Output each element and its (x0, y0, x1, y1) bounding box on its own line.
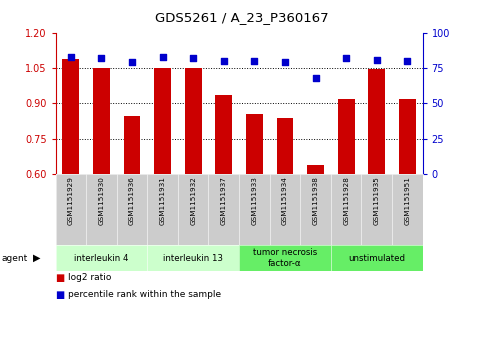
Text: tumor necrosis
factor-α: tumor necrosis factor-α (253, 248, 317, 268)
Bar (307, 165, 324, 174)
Text: GSM1151932: GSM1151932 (190, 176, 196, 225)
Text: GSM1151936: GSM1151936 (129, 176, 135, 225)
Text: GSM1151929: GSM1151929 (68, 176, 74, 225)
Bar (154, 68, 171, 174)
Point (281, 60, 289, 65)
Text: interleukin 13: interleukin 13 (163, 254, 223, 262)
Text: ■: ■ (56, 290, 65, 301)
Point (403, 58, 411, 64)
Text: percentile rank within the sample: percentile rank within the sample (68, 290, 221, 299)
Text: GSM1151930: GSM1151930 (99, 176, 104, 225)
Bar (369, 69, 385, 174)
Text: ▶: ▶ (33, 253, 41, 263)
Bar (215, 95, 232, 174)
Bar (93, 68, 110, 174)
Point (373, 57, 381, 62)
Text: GSM1151928: GSM1151928 (343, 176, 349, 225)
Point (342, 55, 350, 61)
Bar (399, 99, 416, 174)
Bar (246, 114, 263, 174)
Text: log2 ratio: log2 ratio (68, 273, 111, 282)
Text: agent: agent (1, 254, 28, 262)
Point (98, 55, 105, 61)
Text: GSM1151934: GSM1151934 (282, 176, 288, 225)
Point (312, 75, 319, 81)
Text: GSM1151935: GSM1151935 (374, 176, 380, 225)
Point (159, 54, 167, 60)
Text: interleukin 4: interleukin 4 (74, 254, 128, 262)
Text: GSM1151951: GSM1151951 (404, 176, 411, 225)
Text: unstimulated: unstimulated (348, 254, 405, 262)
Point (189, 55, 197, 61)
Text: ■: ■ (56, 273, 65, 283)
Point (220, 58, 227, 64)
Text: GDS5261 / A_23_P360167: GDS5261 / A_23_P360167 (155, 11, 328, 24)
Point (251, 58, 258, 64)
Point (67, 54, 75, 60)
Text: GSM1151937: GSM1151937 (221, 176, 227, 225)
Point (128, 60, 136, 65)
Bar (338, 99, 355, 174)
Bar (277, 118, 293, 174)
Text: GSM1151931: GSM1151931 (159, 176, 166, 225)
Bar (185, 68, 201, 174)
Bar (124, 117, 141, 174)
Text: GSM1151933: GSM1151933 (251, 176, 257, 225)
Bar (62, 58, 79, 174)
Text: GSM1151938: GSM1151938 (313, 176, 319, 225)
